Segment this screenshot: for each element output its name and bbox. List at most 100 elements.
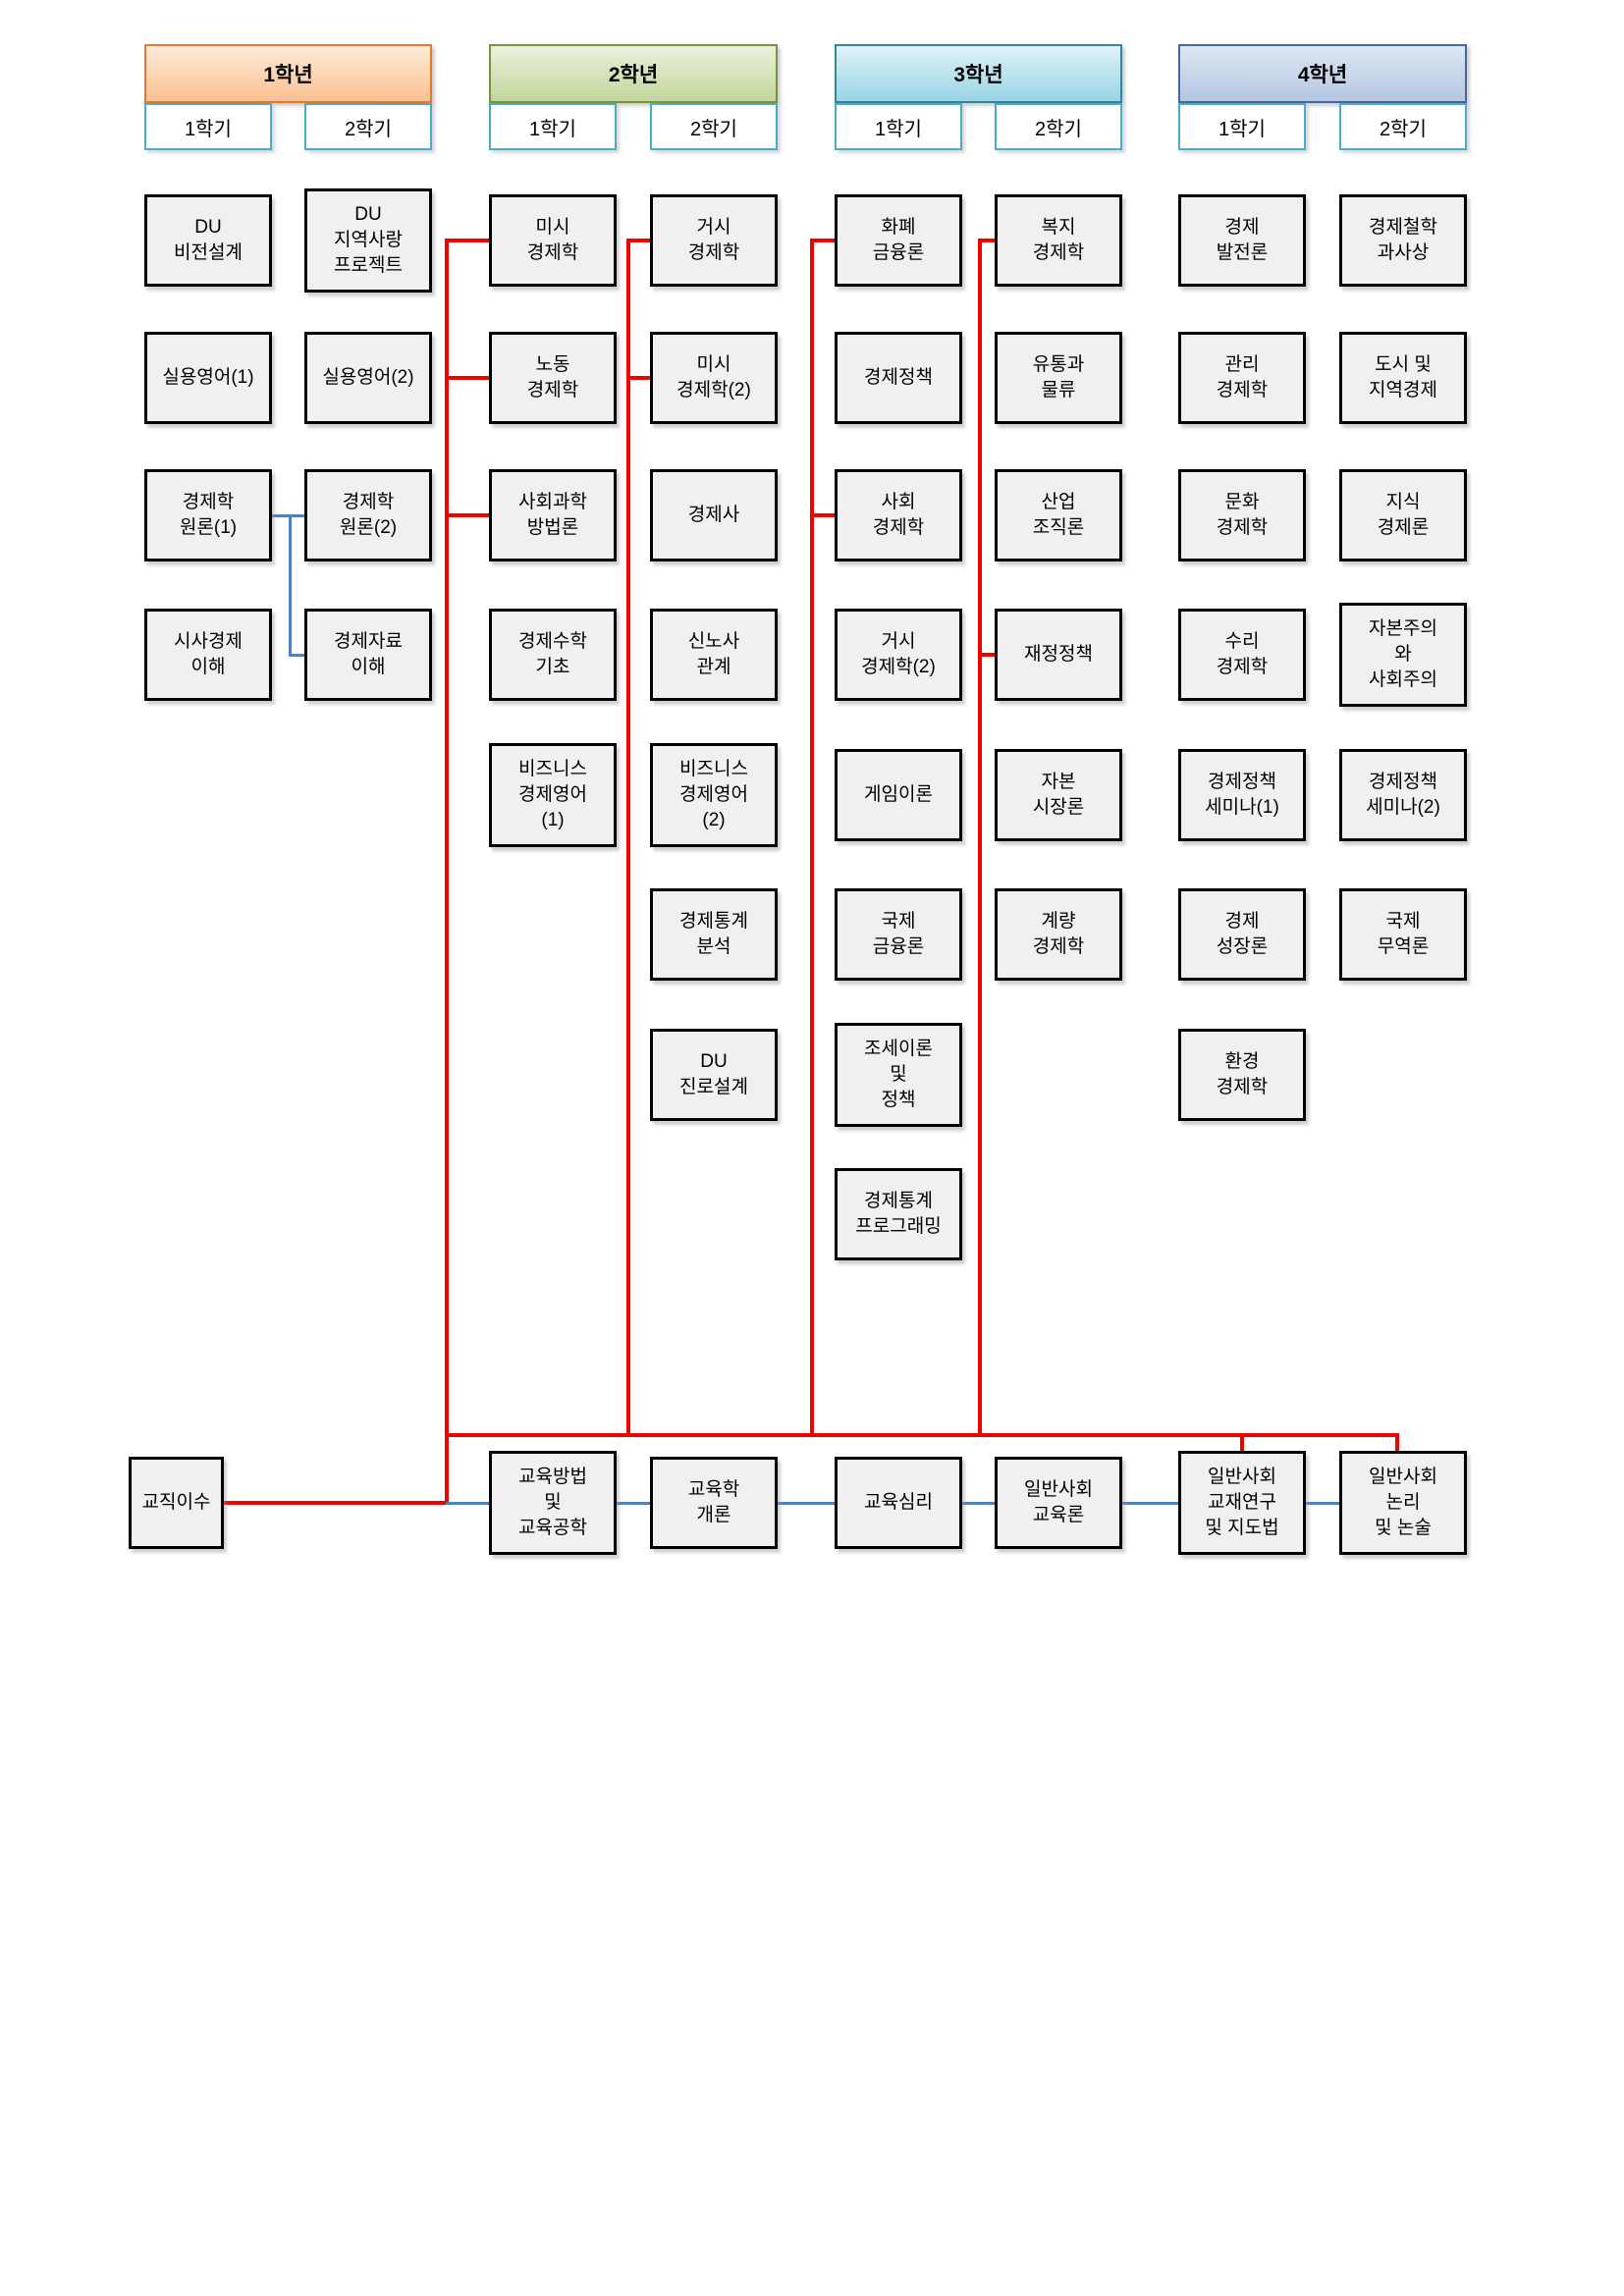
red-connector-segment xyxy=(445,1433,1399,1437)
blue-connector-segment xyxy=(776,1501,837,1505)
course-label: 교육학 개론 xyxy=(687,1479,740,1525)
course-label: 일반사회 논리 및 논술 xyxy=(1369,1467,1437,1538)
red-connector-segment xyxy=(626,239,652,242)
course-label: 비즈니스 경제영어 (1) xyxy=(518,759,587,830)
course-box: 경제정책 세미나(2) xyxy=(1339,749,1467,841)
course-box: 관리 경제학 xyxy=(1178,332,1306,424)
red-connector-segment xyxy=(1240,1433,1244,1462)
course-label: 산업 조직론 xyxy=(1032,492,1085,538)
course-box: 비즈니스 경제영어 (2) xyxy=(650,743,778,847)
course-box: 경제정책 세미나(1) xyxy=(1178,749,1306,841)
blue-connector-segment xyxy=(1120,1501,1180,1505)
course-label: 비즈니스 경제영어 (2) xyxy=(679,759,748,830)
course-label: 환경 경제학 xyxy=(1216,1051,1269,1097)
course-label: 교직이수 xyxy=(141,1492,211,1513)
course-box: DU 지역사랑 프로젝트 xyxy=(304,188,432,293)
course-label: 거시 경제학(2) xyxy=(861,631,936,677)
course-label: 문화 경제학 xyxy=(1216,492,1269,538)
course-box: 자본주의 와 사회주의 xyxy=(1339,603,1467,707)
course-label: 실용영어(1) xyxy=(162,367,254,388)
semester-header-3-1: 1학기 xyxy=(835,103,962,150)
course-label: 지식 경제론 xyxy=(1377,492,1430,538)
course-label: 경제학 원론(1) xyxy=(179,492,238,538)
year-header-3: 3학년 xyxy=(835,44,1122,103)
course-box: DU 진로설계 xyxy=(650,1029,778,1121)
course-box: 계량 경제학 xyxy=(995,888,1122,981)
course-label: 국제 금융론 xyxy=(872,911,925,957)
course-box: DU 비전설계 xyxy=(144,194,272,287)
blue-connector-segment xyxy=(960,1501,997,1505)
course-label: 일반사회 교재연구 및 지도법 xyxy=(1205,1467,1279,1538)
course-box: 조세이론 및 정책 xyxy=(835,1023,962,1127)
course-box: 사회과학 방법론 xyxy=(489,469,617,561)
course-box: 노동 경제학 xyxy=(489,332,617,424)
course-label: 수리 경제학 xyxy=(1216,631,1269,677)
course-label: 유통과 물류 xyxy=(1032,354,1085,400)
course-label: 복지 경제학 xyxy=(1032,217,1085,263)
course-label: 교육심리 xyxy=(864,1492,933,1513)
course-box: 도시 및 지역경제 xyxy=(1339,332,1467,424)
course-label: DU 비전설계 xyxy=(174,217,243,263)
course-label: 사회과학 방법론 xyxy=(518,492,587,538)
course-box: 게임이론 xyxy=(835,749,962,841)
course-box: 경제학 원론(1) xyxy=(144,469,272,561)
course-label: 계량 경제학 xyxy=(1032,911,1085,957)
course-box: 신노사 관계 xyxy=(650,609,778,701)
course-box: 화폐 금융론 xyxy=(835,194,962,287)
course-box: 재정정책 xyxy=(995,609,1122,701)
course-label: 자본 시장론 xyxy=(1032,772,1085,818)
year-header-1: 1학년 xyxy=(144,44,432,103)
red-connector-segment xyxy=(222,1501,449,1505)
course-label: 재정정책 xyxy=(1024,644,1093,665)
blue-connector-segment xyxy=(445,1501,491,1505)
course-label: 자본주의 와 사회주의 xyxy=(1369,618,1437,690)
red-connector-segment xyxy=(1395,1433,1399,1462)
course-box-teacher-certification: 교직이수 xyxy=(129,1457,224,1549)
red-connector-segment xyxy=(626,239,630,1437)
course-box: 미시 경제학(2) xyxy=(650,332,778,424)
course-label: 거시 경제학 xyxy=(687,217,740,263)
course-box: 유통과 물류 xyxy=(995,332,1122,424)
course-label: 경제정책 세미나(1) xyxy=(1205,772,1279,818)
blue-connector-segment xyxy=(288,653,306,657)
course-label: 경제학 원론(2) xyxy=(339,492,398,538)
course-label: 국제 무역론 xyxy=(1377,911,1430,957)
course-box: 미시 경제학 xyxy=(489,194,617,287)
course-box: 경제통계 분석 xyxy=(650,888,778,981)
course-label: 경제사 xyxy=(687,505,740,525)
course-label: 신노사 관계 xyxy=(687,631,740,677)
course-box: 수리 경제학 xyxy=(1178,609,1306,701)
course-label: 일반사회 교육론 xyxy=(1024,1479,1093,1525)
course-box: 교육방법 및 교육공학 xyxy=(489,1451,617,1555)
year-header-2: 2학년 xyxy=(489,44,778,103)
blue-connector-segment xyxy=(1304,1501,1341,1505)
course-box: 경제 발전론 xyxy=(1178,194,1306,287)
semester-header-2-1: 1학기 xyxy=(489,103,617,150)
red-connector-segment xyxy=(978,239,982,1437)
semester-header-4-1: 1학기 xyxy=(1178,103,1306,150)
course-label: 경제철학 과사상 xyxy=(1369,217,1437,263)
course-label: 미시 경제학 xyxy=(526,217,579,263)
course-label: 경제정책 xyxy=(864,367,933,388)
red-connector-segment xyxy=(626,376,652,380)
course-box: 자본 시장론 xyxy=(995,749,1122,841)
course-box: 경제정책 xyxy=(835,332,962,424)
course-box: 실용영어(1) xyxy=(144,332,272,424)
course-box: 경제자료 이해 xyxy=(304,609,432,701)
course-label: 미시 경제학(2) xyxy=(677,354,751,400)
course-box: 일반사회 교재연구 및 지도법 xyxy=(1178,1451,1306,1555)
course-label: 경제 발전론 xyxy=(1216,217,1269,263)
course-box: 국제 무역론 xyxy=(1339,888,1467,981)
red-connector-segment xyxy=(445,513,491,517)
course-label: 교육방법 및 교육공학 xyxy=(518,1467,587,1538)
course-label: 경제정책 세미나(2) xyxy=(1366,772,1440,818)
course-box: 거시 경제학 xyxy=(650,194,778,287)
course-box: 문화 경제학 xyxy=(1178,469,1306,561)
red-connector-segment xyxy=(810,239,814,1437)
course-box: 경제 성장론 xyxy=(1178,888,1306,981)
course-label: 화폐 금융론 xyxy=(872,217,925,263)
course-label: 게임이론 xyxy=(864,784,933,805)
course-box: 국제 금융론 xyxy=(835,888,962,981)
red-connector-segment xyxy=(445,239,491,242)
